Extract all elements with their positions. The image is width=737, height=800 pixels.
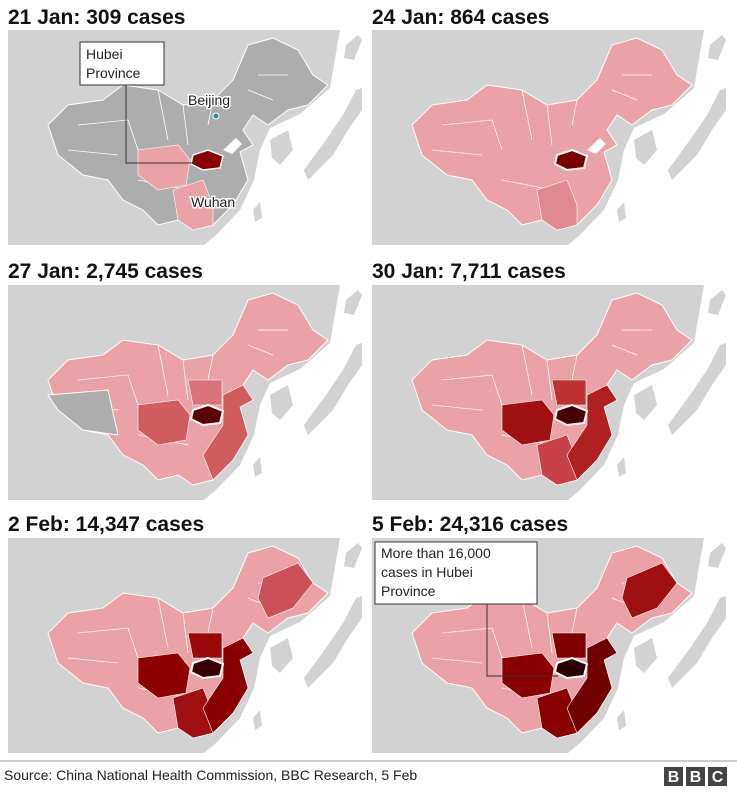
map-panel	[372, 285, 726, 500]
panel-title: 24 Jan: 864 cases	[372, 6, 549, 29]
map-panel	[8, 285, 362, 500]
panel-title: 30 Jan: 7,711 cases	[372, 260, 566, 283]
annotation: Province	[381, 583, 436, 599]
city-label: Beijing	[188, 92, 230, 108]
map-panel: More than 16,000 cases in Hubei Province	[372, 538, 726, 753]
panel-title: 21 Jan: 309 cases	[8, 6, 185, 29]
city-label: Wuhan	[191, 194, 235, 210]
annotation-box	[374, 541, 538, 605]
annotation: cases in Hubei	[381, 564, 473, 580]
source: Source: China National Health Commission…	[4, 767, 417, 783]
annotation-box	[79, 41, 165, 86]
map-panel	[372, 30, 726, 245]
logo-letter: C	[712, 769, 724, 786]
map-panel	[8, 538, 362, 753]
annotation: Province	[86, 65, 141, 81]
bbc-logo: B B C	[664, 767, 727, 786]
logo-letter: B	[668, 769, 680, 786]
city-dot	[212, 112, 220, 120]
panel-title: 27 Jan: 2,745 cases	[8, 260, 203, 283]
panel-title: 2 Feb: 14,347 cases	[8, 513, 204, 536]
logo-letter: B	[690, 769, 702, 786]
panel-title: 5 Feb: 24,316 cases	[372, 513, 568, 536]
map-panel: Hubei Province Beijing Wuhan	[8, 30, 362, 245]
annotation: Hubei	[86, 46, 123, 62]
annotation: More than 16,000	[381, 545, 491, 561]
